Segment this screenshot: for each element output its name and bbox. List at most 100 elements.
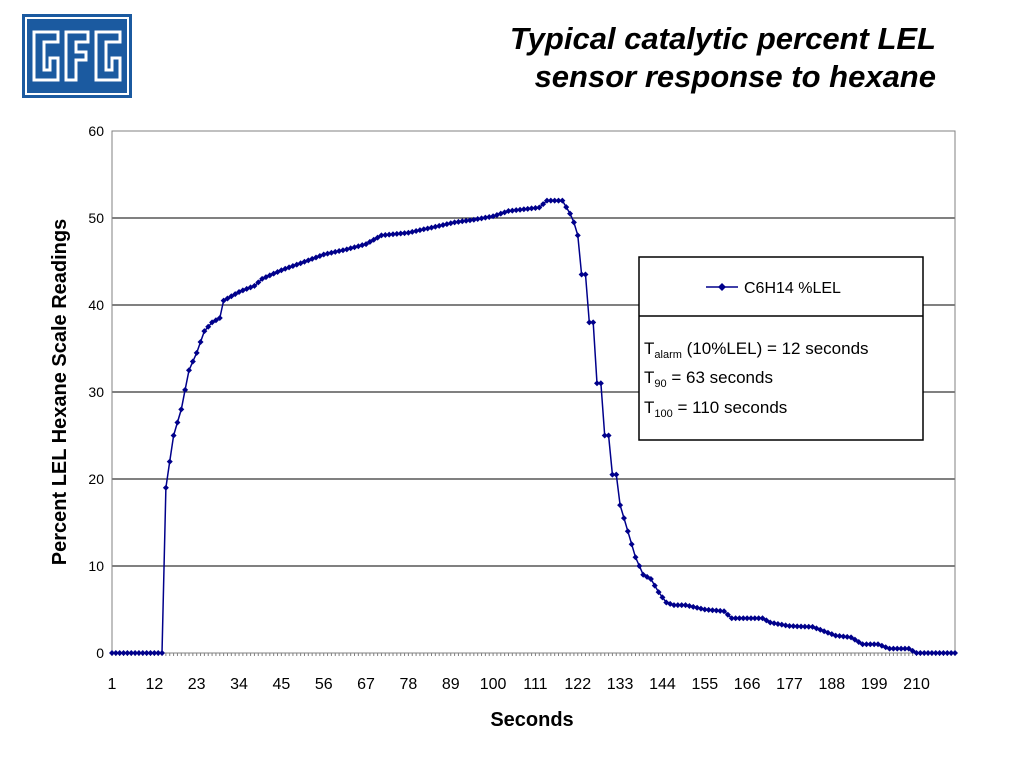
data-point xyxy=(112,650,119,656)
y-tick-label: 0 xyxy=(96,645,104,661)
data-point xyxy=(651,582,658,589)
data-point xyxy=(674,602,681,609)
x-tick-label: 23 xyxy=(188,676,206,693)
data-point xyxy=(628,541,635,548)
data-point xyxy=(582,271,589,278)
x-tick-label: 12 xyxy=(145,676,163,693)
data-point xyxy=(851,636,858,643)
y-axis-title: Percent LEL Hexane Scale Readings xyxy=(49,219,71,565)
data-point xyxy=(509,207,516,214)
data-point xyxy=(605,432,612,439)
data-point xyxy=(182,386,189,393)
data-point xyxy=(486,213,493,220)
data-point xyxy=(139,650,146,656)
y-tick-label: 60 xyxy=(88,123,104,139)
data-point xyxy=(844,633,851,640)
data-point xyxy=(193,349,200,356)
x-tick-label: 67 xyxy=(357,676,375,693)
annotation-t100-main: T xyxy=(644,398,654,417)
data-point xyxy=(594,380,601,387)
annotation-t-alarm: Talarm (10%LEL) = 12 seconds xyxy=(644,339,869,361)
data-point xyxy=(374,234,381,241)
data-point xyxy=(717,607,724,614)
data-point xyxy=(120,650,127,656)
data-point xyxy=(555,197,562,204)
x-tick-label: 166 xyxy=(734,676,761,693)
data-point xyxy=(151,650,158,656)
data-point xyxy=(174,419,181,426)
data-point xyxy=(159,650,166,656)
data-point xyxy=(209,319,216,326)
annotation-t90: T90 = 63 seconds xyxy=(644,368,773,390)
data-point xyxy=(505,208,512,215)
data-point xyxy=(886,645,893,652)
legend-entry-c6h14: C6H14 %LEL xyxy=(744,280,841,297)
data-point xyxy=(917,650,924,656)
data-point xyxy=(166,458,173,465)
plot-area-border xyxy=(111,130,956,654)
data-point xyxy=(463,217,470,224)
data-point xyxy=(709,607,716,614)
data-point xyxy=(205,323,212,330)
data-point xyxy=(848,634,855,641)
data-point xyxy=(747,615,754,622)
data-point xyxy=(640,571,647,578)
annotation-t90-main: T xyxy=(644,368,654,387)
data-point xyxy=(798,623,805,630)
data-point xyxy=(574,232,581,239)
legend-marker-sample xyxy=(718,283,726,291)
x-tick-label: 56 xyxy=(315,676,333,693)
data-point xyxy=(805,623,812,630)
data-point xyxy=(170,432,177,439)
data-point xyxy=(905,645,912,652)
data-point xyxy=(948,650,955,656)
data-point xyxy=(547,197,554,204)
data-point xyxy=(744,615,751,622)
data-point xyxy=(551,197,558,204)
data-point xyxy=(836,633,843,640)
data-point xyxy=(644,573,651,580)
data-point xyxy=(901,645,908,652)
data-point xyxy=(913,650,920,656)
data-point xyxy=(659,594,666,601)
data-point xyxy=(925,650,932,656)
y-axis-ticks: 0 10 20 30 40 50 60 xyxy=(88,123,104,661)
x-tick-label: 122 xyxy=(564,676,591,693)
y-tick-label: 50 xyxy=(88,210,104,226)
data-point xyxy=(701,606,708,613)
data-point xyxy=(609,471,616,478)
data-point xyxy=(162,484,169,491)
data-point xyxy=(794,623,801,630)
slide-title: Typical catalytic percent LEL sensor res… xyxy=(510,20,936,96)
annotation-t-alarm-rest: (10%LEL) = 12 seconds xyxy=(682,339,869,358)
x-tick-label: 188 xyxy=(818,676,845,693)
data-point xyxy=(536,204,543,211)
data-point xyxy=(601,432,608,439)
y-tick-label: 10 xyxy=(88,558,104,574)
data-point xyxy=(559,197,566,204)
data-point xyxy=(863,641,870,648)
x-tick-label: 155 xyxy=(691,676,718,693)
data-point xyxy=(143,650,150,656)
annotation-t90-sub: 90 xyxy=(654,378,666,390)
x-tick-label: 34 xyxy=(230,676,248,693)
data-point xyxy=(590,319,597,326)
data-point xyxy=(790,623,797,630)
data-point xyxy=(567,210,574,217)
data-point xyxy=(524,205,531,212)
x-tick-label: 133 xyxy=(607,676,634,693)
data-point xyxy=(620,515,627,522)
data-point xyxy=(201,328,208,335)
data-point xyxy=(478,215,485,222)
data-point xyxy=(540,201,547,208)
data-point xyxy=(921,650,928,656)
data-point xyxy=(890,645,897,652)
data-point xyxy=(771,620,778,627)
data-point xyxy=(705,606,712,613)
x-tick-label: 199 xyxy=(861,676,888,693)
data-point xyxy=(128,650,135,656)
y-tick-label: 20 xyxy=(88,471,104,487)
data-point xyxy=(728,615,735,622)
data-point xyxy=(197,338,204,345)
data-point xyxy=(944,650,951,656)
